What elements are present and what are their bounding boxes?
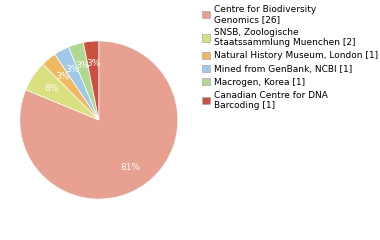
Text: 3%: 3% [75, 61, 89, 70]
Wedge shape [26, 64, 99, 120]
Wedge shape [43, 54, 99, 120]
Text: 6%: 6% [44, 84, 59, 93]
Text: 3%: 3% [65, 65, 79, 74]
Text: 3%: 3% [55, 72, 70, 80]
Text: 3%: 3% [86, 59, 100, 68]
Wedge shape [55, 47, 99, 120]
Text: 81%: 81% [120, 163, 141, 172]
Wedge shape [68, 42, 99, 120]
Legend: Centre for Biodiversity
Genomics [26], SNSB, Zoologische
Staatssammlung Muenchen: Centre for Biodiversity Genomics [26], S… [202, 5, 378, 110]
Wedge shape [83, 41, 99, 120]
Wedge shape [20, 41, 178, 199]
